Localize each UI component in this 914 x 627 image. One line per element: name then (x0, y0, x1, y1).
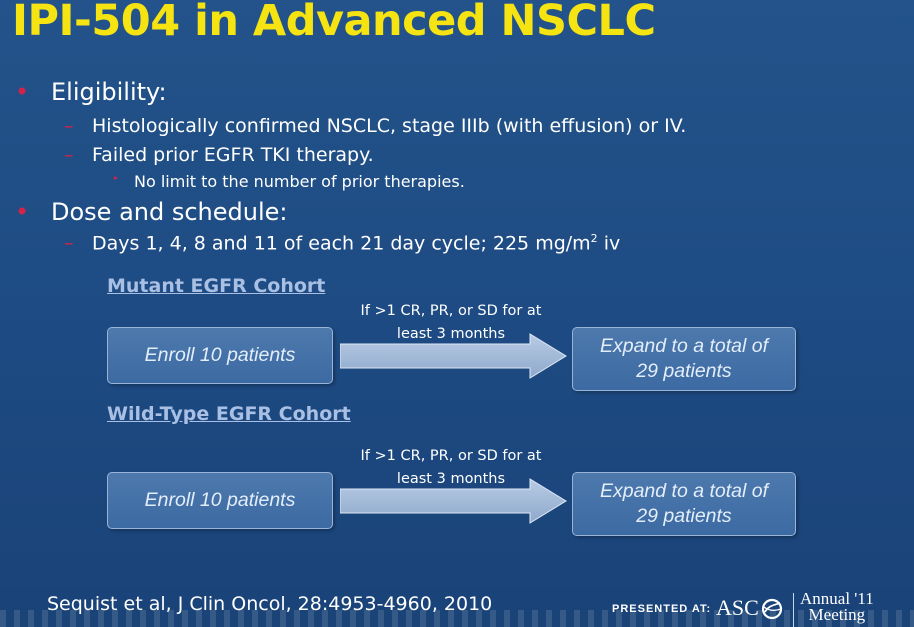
bullet-schedule: Days 1, 4, 8 and 11 of each 21 day cycle… (92, 232, 620, 254)
condition-label: If >1 CR, PR, or SD for at least 3 month… (336, 300, 566, 346)
condition-label: If >1 CR, PR, or SD for at least 3 month… (336, 445, 566, 491)
asco-globe-icon (761, 598, 783, 620)
condition-line-1: If >1 CR, PR, or SD for at (360, 303, 542, 319)
expand-line-2: 29 patients (636, 505, 732, 527)
annual-line-1: Annual '11 (800, 589, 874, 608)
bullet-marker: • (112, 172, 119, 185)
enroll-box: Enroll 10 patients (107, 327, 333, 384)
footer-watermark (0, 610, 914, 627)
expand-line-1: Expand to a total of (599, 480, 769, 502)
footer-divider (793, 593, 794, 627)
dash-marker: – (64, 232, 74, 254)
condition-line-2: least 3 months (396, 471, 506, 487)
cohort-heading-wildtype: Wild-Type EGFR Cohort (107, 403, 351, 425)
dash-marker: – (64, 144, 74, 166)
expand-line-2: 29 patients (636, 360, 732, 382)
asco-logo-text: ASC (716, 595, 759, 620)
bullet-histology: Histologically confirmed NSCLC, stage II… (92, 115, 687, 137)
superscript-2: 2 (590, 232, 598, 245)
schedule-text: Days 1, 4, 8 and 11 of each 21 day cycle… (92, 232, 591, 255)
condition-line-1: If >1 CR, PR, or SD for at (360, 448, 542, 464)
bullet-marker: • (15, 198, 30, 226)
expand-box: Expand to a total of 29 patients (572, 327, 796, 391)
arrow-icon (340, 333, 567, 379)
slide-title: IPI-504 in Advanced NSCLC (12, 0, 656, 46)
presented-at-label: PRESENTED AT: (612, 603, 712, 615)
dash-marker: – (64, 115, 74, 137)
bullet-eligibility: Eligibility: (51, 78, 167, 106)
condition-line-2: least 3 months (396, 326, 506, 342)
citation: Sequist et al, J Clin Oncol, 28:4953-496… (47, 593, 493, 615)
annual-line-2: Meeting (808, 605, 866, 624)
bullet-no-limit: No limit to the number of prior therapie… (134, 172, 465, 191)
arrow-icon (340, 478, 567, 524)
annual-meeting-logo: Annual '11 Meeting (800, 589, 874, 624)
bullet-dose: Dose and schedule: (51, 198, 288, 226)
bullet-marker: • (15, 78, 30, 106)
expand-line-1: Expand to a total of (599, 335, 769, 357)
schedule-route: iv (597, 232, 621, 255)
bullet-failed-tki: Failed prior EGFR TKI therapy. (92, 144, 374, 166)
cohort-heading-mutant: Mutant EGFR Cohort (107, 275, 326, 297)
expand-box: Expand to a total of 29 patients (572, 472, 796, 536)
enroll-box: Enroll 10 patients (107, 472, 333, 529)
